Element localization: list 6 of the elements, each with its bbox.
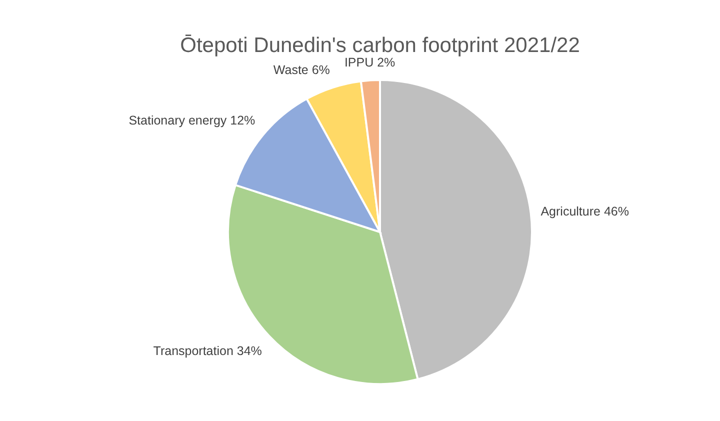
slice-label: IPPU 2% xyxy=(344,55,396,70)
slice-label: Transportation 34% xyxy=(153,344,262,358)
slice-label: Agriculture 46% xyxy=(540,204,629,219)
chart-title: Ōtepoti Dunedin's carbon footprint 2021/22 xyxy=(180,34,580,57)
slice-label: Waste 6% xyxy=(273,62,330,77)
slice-label: Stationary energy 12% xyxy=(128,114,256,128)
